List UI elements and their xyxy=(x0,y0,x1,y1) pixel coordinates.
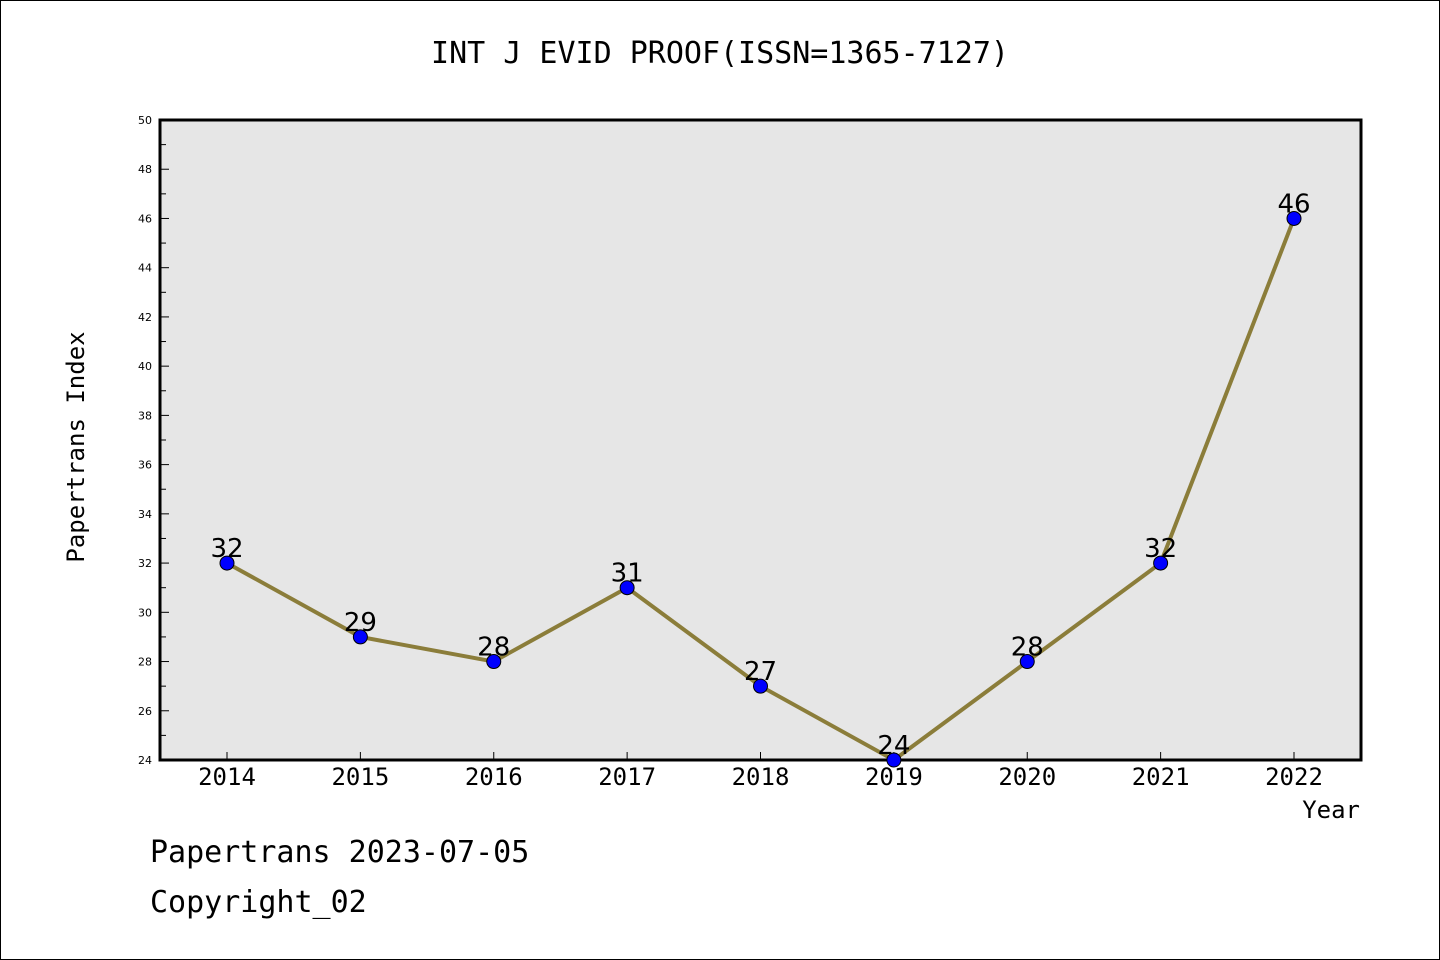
y-tick-label: 24 xyxy=(138,754,152,767)
y-tick-label: 32 xyxy=(138,557,152,570)
x-tick-label: 2019 xyxy=(865,763,923,791)
y-tick-label: 34 xyxy=(138,508,152,521)
data-label: 32 xyxy=(1144,534,1177,564)
y-tick-label: 46 xyxy=(138,212,152,225)
y-tick-label: 36 xyxy=(138,459,152,472)
x-tick-label: 2015 xyxy=(331,763,389,791)
data-label: 28 xyxy=(1011,633,1044,663)
data-point xyxy=(1153,555,1169,571)
y-tick-label: 50 xyxy=(138,114,152,127)
x-axis-label: Year xyxy=(1302,796,1360,824)
data-label: 32 xyxy=(210,534,243,564)
data-label: 28 xyxy=(477,633,510,663)
y-tick-label: 40 xyxy=(138,360,152,373)
chart-title: INT J EVID PROOF(ISSN=1365-7127) xyxy=(431,36,1009,71)
data-point xyxy=(486,654,502,670)
y-tick-label: 48 xyxy=(138,163,152,176)
y-tick-label: 26 xyxy=(138,705,152,718)
data-label: 24 xyxy=(877,731,910,761)
data-label: 27 xyxy=(744,657,777,687)
plot-background xyxy=(160,120,1361,760)
y-tick-label: 38 xyxy=(138,409,152,422)
y-tick-label: 28 xyxy=(138,656,152,669)
x-tick-label: 2014 xyxy=(198,763,256,791)
y-tick-label: 44 xyxy=(138,262,152,275)
x-tick-label: 2020 xyxy=(998,763,1056,791)
plot-border xyxy=(158,118,1363,762)
data-label: 29 xyxy=(344,608,377,638)
x-tick-label: 2022 xyxy=(1265,763,1323,791)
data-point xyxy=(1286,210,1302,226)
data-point xyxy=(1019,654,1035,670)
x-tick-label: 2021 xyxy=(1132,763,1190,791)
data-point xyxy=(753,678,768,694)
data-point xyxy=(886,752,902,768)
data-point xyxy=(219,555,235,571)
x-tick-label: 2016 xyxy=(465,763,523,791)
x-tick-label: 2018 xyxy=(732,763,790,791)
y-tick-label: 30 xyxy=(138,606,152,619)
data-point xyxy=(352,629,368,645)
data-label: 46 xyxy=(1277,189,1310,219)
footer-copyright: Copyright_02 xyxy=(150,885,367,920)
data-point xyxy=(619,580,635,596)
footer-date: Papertrans 2023-07-05 xyxy=(150,835,530,870)
y-tick-label: 42 xyxy=(138,311,152,324)
x-tick-label: 2017 xyxy=(598,763,656,791)
data-label: 31 xyxy=(611,559,644,589)
